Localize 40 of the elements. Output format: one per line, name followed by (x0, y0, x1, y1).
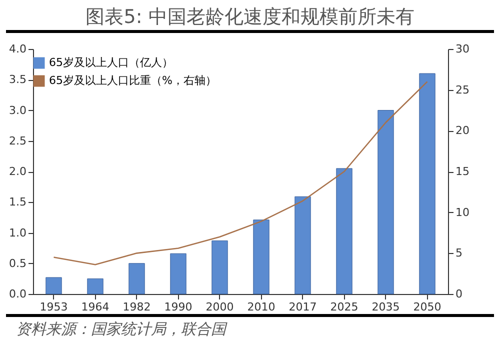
chart-title: 图表5: 中国老龄化速度和规模前所未有 (6, 4, 494, 33)
y-tick-label: 0.0 (9, 288, 26, 300)
y2-tick-label: 10 (456, 206, 470, 219)
x-tick-label: 1982 (122, 300, 151, 314)
y-tick-label: 2.5 (9, 134, 26, 148)
bar (253, 220, 270, 294)
x-tick-label: 1990 (164, 300, 192, 314)
y2-tick-label: 20 (456, 124, 470, 138)
y2-tick-label: 30 (456, 42, 470, 56)
y-tick-label: 2.0 (9, 165, 26, 178)
x-tick-label: 1964 (81, 300, 110, 314)
bar (378, 110, 394, 294)
y2-tick-label: 0 (456, 288, 462, 300)
y-tick-label: 3.0 (9, 104, 26, 117)
bar (294, 196, 311, 294)
text: 资料来源：国家统计局，联合国 (6, 314, 494, 342)
legend-label: 65岁及以上人口比重（%，右轴） (49, 74, 216, 87)
y-tick-label: 1.0 (9, 226, 26, 240)
x-tick-label: 2000 (206, 300, 234, 314)
bar (87, 278, 104, 294)
y2-tick-label: 15 (456, 165, 470, 178)
y-tick-label: 3.5 (9, 73, 26, 86)
y-tick-label: 0.5 (9, 256, 26, 270)
x-tick-label: 2017 (288, 300, 317, 314)
bar (419, 73, 436, 294)
legend-label: 65岁及以上人口（亿人） (49, 56, 173, 69)
bar (170, 253, 186, 294)
x-tick-label: 2035 (372, 300, 400, 314)
x-tick-label: 2050 (413, 300, 442, 314)
bar (336, 168, 352, 294)
y2-tick-label: 25 (456, 83, 470, 96)
x-tick-label: 1953 (40, 300, 68, 314)
y-tick-label: 1.5 (9, 196, 26, 209)
y-tick-label: 4.0 (9, 42, 26, 56)
x-tick-label: 2010 (247, 300, 276, 314)
bar (128, 263, 145, 294)
x-tick-label: 2025 (330, 300, 358, 314)
bar (46, 277, 62, 294)
y2-tick-label: 5 (456, 246, 462, 260)
bar (212, 240, 228, 294)
